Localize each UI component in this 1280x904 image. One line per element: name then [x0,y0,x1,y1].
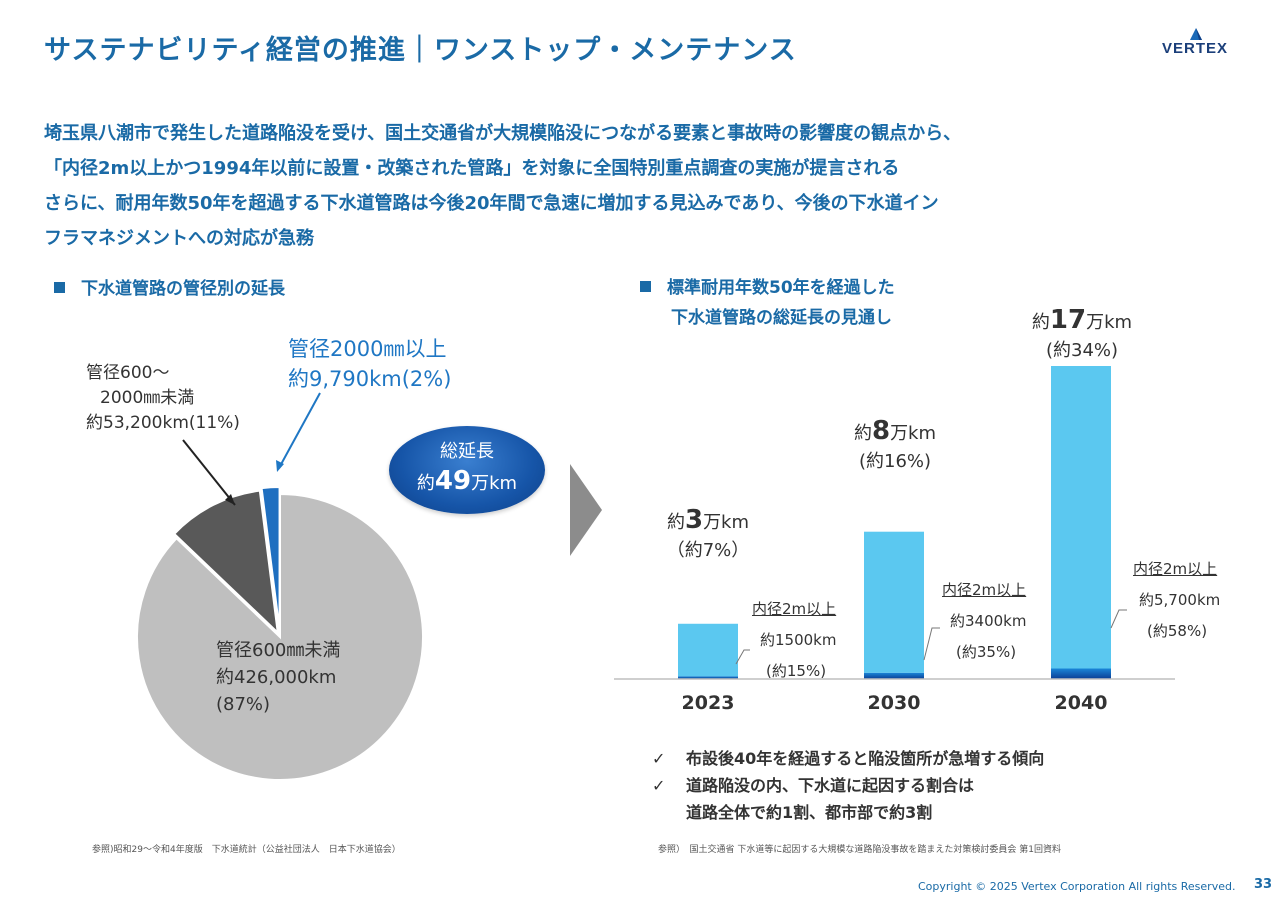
pie-label-big-line: 管径2000㎜以上 [288,337,447,361]
total-label: 総延長 [440,441,494,462]
square-bullet-icon [640,281,651,292]
pie-label-big-line: 約9,790km(2%) [288,367,452,391]
total-length-badge: 総延長 約49万km [389,426,545,514]
logo-text: VERTEX [1161,40,1228,57]
bar-total-label-2030: 約8万km (約16%) [835,417,955,476]
pie-chart [136,392,424,781]
check-item: ✓ 道路陥没の内、下水道に起因する割合は [652,772,1044,799]
chevron-right-icon [570,464,602,556]
total-value: 約49万km [389,464,545,501]
lead-line: 「内径2m以上かつ1994年以前に設置・改築された管路」を対象に全国特別重点調査… [44,158,900,179]
bar-segment-2m-plus-2030 [864,672,924,679]
check-list: ✓ 布設後40年を経過すると陥没箇所が急増する傾向 ✓ 道路陥没の内、下水道に起因す… [652,745,1044,826]
pie-leader-mid [182,439,236,506]
checkmark-icon: ✓ [652,749,666,768]
total-number: 49 [434,466,472,496]
bar-leader-2023 [735,649,750,665]
bar-sub-pct: (約58%) [1147,622,1208,640]
pie-label-mid-line: 2000㎜未満 [100,388,195,408]
logo-mark-icon [1190,28,1202,40]
bar-sub-value: 約5,700km [1139,591,1221,609]
copyright: Copyright © 2025 Vertex Corporation All … [918,880,1236,893]
total-prefix: 約 [416,473,435,494]
bar-sub-value: 約1500km [760,631,837,649]
bar-segment-other-2040 [1051,366,1111,669]
bar-total-prefix: 約 [1031,312,1050,333]
bar-sub-title: 内径2m以上 [752,600,837,618]
bar-total-number: 17 [1049,305,1087,335]
right-source-note: 参照） 国土交通省 下水道等に起因する大規模な道路陥没事故を踏まえた対策検討委員… [658,845,1061,855]
bar-leader-2040 [1110,609,1127,629]
pie-slice-lt600 [136,492,424,781]
bar-sub-title: 内径2m以上 [942,581,1027,599]
lead-line: さらに、耐用年数50年を超過する下水道管路は今後20年間で急速に増加する見込みで… [44,193,939,214]
pie-label-main: 管径600㎜未満 約426,000km (87%) [216,637,340,718]
checkmark-icon: ✓ [652,776,666,795]
page-title: サステナビリティ経営の推進｜ワンストップ・メンテナンス [44,35,797,66]
bar-total-suffix: 万km [890,423,937,444]
bar-sub-label-2030: 内径2m以上 約3400km (約35%) [942,575,1026,668]
bar-segment-other-2030 [864,531,924,673]
bar-segment-2m-plus-2023 [678,676,738,679]
check-item-text: 布設後40年を経過すると陥没箇所が急増する傾向 [686,749,1045,768]
bar-total-2040: 約17万km [1022,306,1142,337]
vertex-logo: VERTEX [1140,26,1250,66]
pie-leader-big [278,392,321,469]
right-heading-line: 下水道管路の総延長の見通し [671,308,892,328]
total-suffix: 万km [471,473,518,494]
pie-label-main-line: (87%) [216,694,271,715]
left-heading-text: 下水道管路の管径別の延長 [81,279,285,299]
pie-label-mid: 管径600～ 2000㎜未満 約53,200km(11%) [86,361,240,436]
right-heading-line: 標準耐用年数50年を経過した [667,278,895,298]
pie-label-main-line: 管径600㎜未満 [216,640,341,661]
bar-sub-label-2040: 内径2m以上 約5,700km (約58%) [1133,554,1220,647]
square-bullet-icon [54,282,65,293]
pie-label-mid-line: 管径600～ [86,363,170,383]
left-source-note: 参照)昭和29～令和4年度版 下水道統計（公益社団法人 日本下水道協会） [92,845,401,855]
pie-slice-600-2000 [172,489,280,636]
pie-slice-gt2000 [260,486,281,631]
lead-text: 埼玉県八潮市で発生した道路陥没を受け、国土交通省が大規模陥没につながる要素と事故… [44,116,1244,256]
bar-pct-2040: (約34%) [1045,340,1119,361]
right-heading: 標準耐用年数50年を経過した 下水道管路の総延長の見通し [640,273,895,333]
bar-sub-pct: (約15%) [766,662,827,680]
pie-label-mid-line: 約53,200km(11%) [86,413,240,433]
bar-sub-value: 約3400km [950,612,1027,630]
check-item-text: 道路陥没の内、下水道に起因する割合は [686,776,975,795]
pie-label-main-line: 約426,000km [216,667,337,688]
check-item-continuation: 道路全体で約1割、都市部で約3割 [686,803,933,822]
bar-total-prefix: 約 [853,423,872,444]
bar-segment-other-2023 [678,623,738,677]
x-tick-label: 2040 [1054,692,1108,714]
lead-line: 埼玉県八潮市で発生した道路陥没を受け、国土交通省が大規模陥没につながる要素と事故… [44,123,962,144]
bar-segment-2m-plus-2040 [1051,668,1111,679]
bar-total-prefix: 約 [666,512,685,533]
lead-line: フラマネジメントへの対応が急務 [44,228,314,249]
bar-leader-2030 [923,627,940,661]
bar-total-label-2023: 約3万km （約7%） [648,506,768,565]
x-tick-label: 2030 [867,692,921,714]
bar-sub-pct: (約35%) [956,643,1017,661]
page-number: 33 [1254,877,1273,892]
arrowhead-icon [225,494,235,505]
bar-total-label-2040: 約17万km (約34%) [1022,306,1142,365]
bar-sub-title: 内径2m以上 [1133,560,1218,578]
bar-total-2030: 約8万km [835,417,955,448]
bar-pct-2030: (約16%) [858,451,932,472]
bar-total-number: 3 [684,505,704,535]
check-item: ✓ 布設後40年を経過すると陥没箇所が急増する傾向 [652,745,1044,772]
x-tick-label: 2023 [681,692,735,714]
bar-total-2023: 約3万km [648,506,768,537]
bar-total-suffix: 万km [1086,312,1133,333]
bar-pct-2023: （約7%） [666,540,750,561]
bar-sub-label-2023: 内径2m以上 約1500km (約15%) [752,594,836,687]
bar-total-suffix: 万km [703,512,750,533]
left-heading: 下水道管路の管径別の延長 [54,274,285,304]
pie-label-big: 管径2000㎜以上 約9,790km(2%) [288,334,451,394]
arrowhead-icon [276,460,284,472]
bar-total-number: 8 [871,416,891,446]
